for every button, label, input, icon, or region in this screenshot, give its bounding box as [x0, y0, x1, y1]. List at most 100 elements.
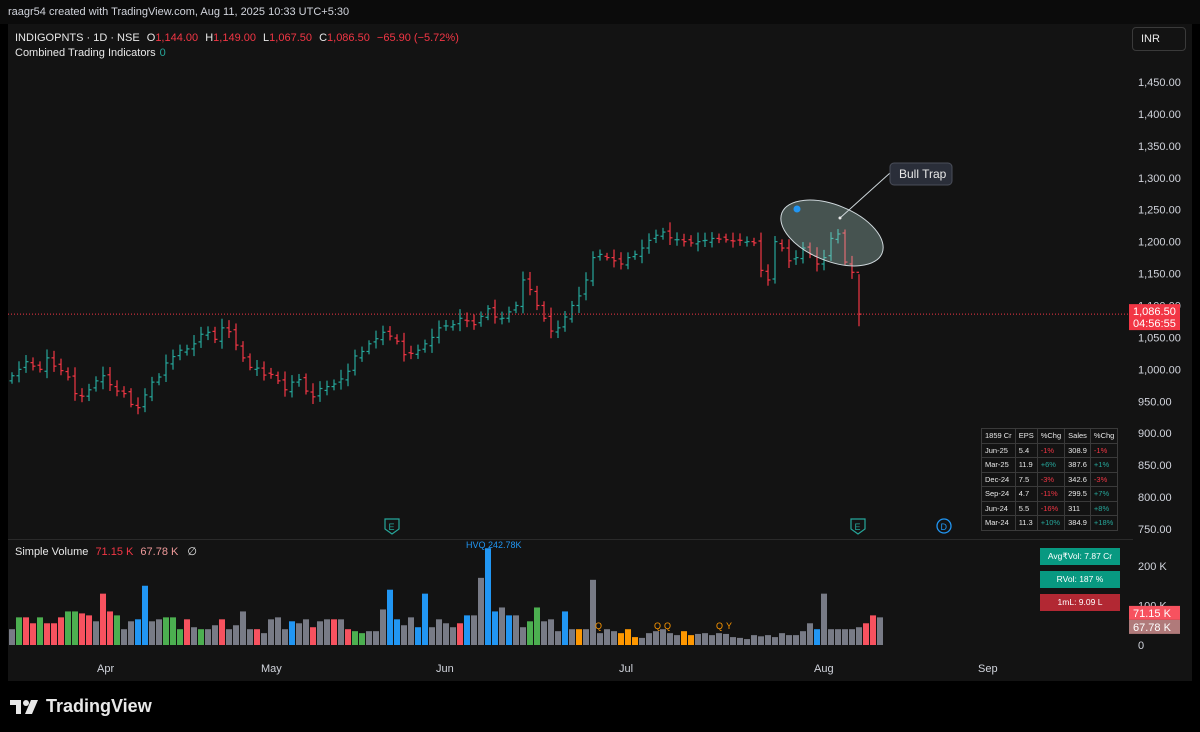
volume-bar: [492, 611, 498, 645]
volume-bar: [828, 629, 834, 645]
tradingview-logo[interactable]: TradingView: [10, 696, 152, 717]
volume-bar: [331, 619, 337, 645]
eps-table-header: 1859 Cr EPS %Chg Sales %Chg: [981, 428, 1119, 444]
volume-bar: [562, 611, 568, 645]
countdown-label: 04:56:55: [1133, 318, 1176, 330]
volume-bar: [359, 633, 365, 645]
volume-bar: [443, 623, 449, 645]
volume-bar: [870, 615, 876, 645]
price-axis-label: 1,150.00: [1138, 269, 1181, 281]
volume-bar: [247, 629, 253, 645]
eps-table-cell: Sep-24: [981, 486, 1016, 502]
volume-bar: [555, 631, 561, 645]
volume-bar: [786, 635, 792, 645]
volume-bar: [128, 621, 134, 645]
price-chart[interactable]: 1,450.00 1,400.00 1,350.00 1,300.00 1,250.00…: [8, 24, 1192, 681]
chart-panel[interactable]: 1,450.00 1,400.00 1,350.00 1,300.00 1,250.00…: [8, 24, 1192, 681]
price-axis-label: 1,300.00: [1138, 173, 1181, 185]
open-key: O: [146, 32, 156, 44]
eps-table-cell: -3%: [1036, 471, 1066, 487]
volume-bar: [268, 619, 274, 645]
volume-bar: [100, 593, 106, 645]
close-key: C: [319, 32, 328, 44]
dividend-marker: [936, 518, 952, 534]
price-axis-label: 1,250.00: [1138, 205, 1181, 217]
price-axis-label: 1,350.00: [1138, 141, 1181, 153]
price-axis-label: 1,450.00: [1138, 77, 1181, 89]
volume-bar: [513, 615, 519, 645]
volume-bar: [569, 629, 575, 645]
volume-bar: [226, 629, 232, 645]
eps-table-cell: 1859 Cr: [981, 428, 1016, 444]
volume-value-1: 71.15 K: [95, 546, 134, 558]
indicator-value: 0: [159, 47, 166, 59]
volume-bar: [646, 633, 652, 645]
volume-bar: [205, 629, 211, 645]
volume-bar: [702, 633, 708, 645]
volume-bar: [450, 627, 456, 645]
quarter-marker: Q: [664, 621, 671, 631]
volume-bar: [464, 615, 470, 645]
hide-icon[interactable]: ∅: [187, 546, 197, 558]
volume-bar: [471, 615, 477, 645]
volume-bar: [590, 579, 596, 645]
eps-table-cell: 5.5: [1014, 500, 1038, 516]
volume-indicator-name[interactable]: Simple Volume: [15, 546, 89, 558]
volume-bar: [534, 607, 540, 645]
volume-badge-2: [1129, 619, 1180, 634]
volume-bar: [800, 631, 806, 645]
indicator-name[interactable]: Combined Trading Indicators: [15, 47, 156, 59]
volume-bar: [261, 633, 267, 645]
volume-bar: [93, 621, 99, 645]
volume-bar: [653, 631, 659, 645]
volume-bar: [625, 629, 631, 645]
volume-bar: [317, 621, 323, 645]
volume-bar: [23, 617, 29, 645]
volume-bar: [765, 635, 771, 645]
price-axis-label: 750.00: [1138, 524, 1172, 536]
pane-separator[interactable]: [8, 539, 1133, 540]
eps-table-cell: %Chg: [1089, 428, 1119, 444]
top-bar: raagr54 created with TradingView.com, Au…: [0, 0, 1200, 24]
annotation-anchor: [838, 216, 842, 220]
time-axis-label: May: [261, 663, 282, 675]
volume-bar: [674, 635, 680, 645]
volume-bar: [667, 633, 673, 645]
eps-table-cell: 4.7: [1014, 486, 1038, 502]
close-value: 1,086.50: [327, 32, 370, 44]
volume-bar: [275, 617, 281, 645]
high-key: H: [205, 32, 214, 44]
eps-table-row: Jun-25 5.4 -1% 308.9 -1%: [981, 442, 1119, 458]
volume-bar: [58, 617, 64, 645]
volume-bar: [723, 633, 729, 645]
price-axis-label: 950.00: [1138, 396, 1172, 408]
eps-table-cell: Sales: [1064, 428, 1091, 444]
volume-bar: [310, 627, 316, 645]
volume-bar: [51, 623, 57, 645]
price-axis-label: 1,400.00: [1138, 109, 1181, 121]
eps-table-cell: +1%: [1089, 457, 1119, 473]
volume-bar: [149, 621, 155, 645]
eps-table-cell: 11.9: [1014, 457, 1038, 473]
volume-bar: [618, 633, 624, 645]
low-key: L: [263, 32, 270, 44]
annotation-box: [889, 162, 953, 186]
volume-bar: [86, 615, 92, 645]
eps-table-cell: Mar-25: [981, 457, 1016, 473]
eps-table-cell: 5.4: [1014, 442, 1038, 458]
currency-button[interactable]: INR: [1132, 27, 1186, 51]
volume-bar: [184, 619, 190, 645]
time-axis-label: Apr: [97, 663, 114, 675]
time-axis-label: Jul: [619, 663, 633, 675]
change-value: −65.90 (−5.72%): [376, 32, 459, 44]
eps-table-cell: 384.9: [1064, 515, 1091, 531]
volume-bar: [457, 623, 463, 645]
eps-table-cell: EPS: [1014, 428, 1038, 444]
info-box: RVol: 187 %: [1040, 571, 1120, 588]
volume-bar: [198, 629, 204, 645]
volume-bar: [408, 617, 414, 645]
volume-bar: [30, 623, 36, 645]
low-value: 1,067.50: [269, 32, 312, 44]
volume-bar: [303, 619, 309, 645]
volume-bar: [170, 617, 176, 645]
